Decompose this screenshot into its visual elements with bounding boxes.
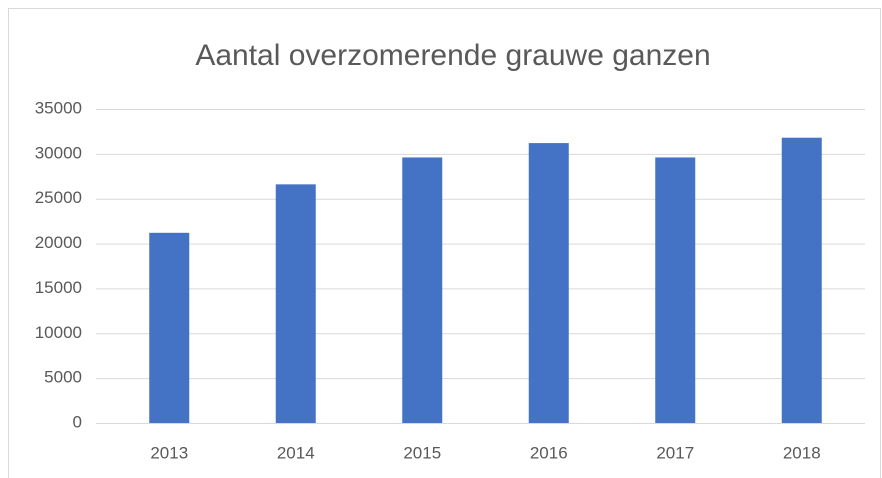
bar — [781, 137, 822, 424]
y-tick-label: 10000 — [35, 323, 82, 342]
bar — [402, 157, 443, 423]
x-tick-label: 2017 — [656, 443, 694, 462]
x-tick-label: 2013 — [150, 443, 188, 462]
chart-title: Aantal overzomerende grauwe ganzen — [195, 39, 710, 72]
y-tick-label: 5000 — [44, 368, 82, 387]
y-tick-label: 15000 — [35, 278, 82, 297]
y-tick-label: 30000 — [35, 143, 82, 162]
x-tick-label: 2014 — [277, 443, 315, 462]
x-tick-label: 2018 — [783, 443, 821, 462]
x-tick-label: 2015 — [403, 443, 441, 462]
bar — [655, 157, 696, 423]
y-tick-label: 20000 — [35, 233, 82, 252]
x-tick-label: 2016 — [530, 443, 568, 462]
bar — [275, 184, 316, 423]
bar — [528, 143, 569, 423]
y-tick-label: 35000 — [35, 98, 82, 117]
y-tick-label: 0 — [73, 412, 82, 431]
bar — [149, 232, 190, 423]
chart-border — [8, 8, 881, 478]
y-tick-label: 25000 — [35, 188, 82, 207]
